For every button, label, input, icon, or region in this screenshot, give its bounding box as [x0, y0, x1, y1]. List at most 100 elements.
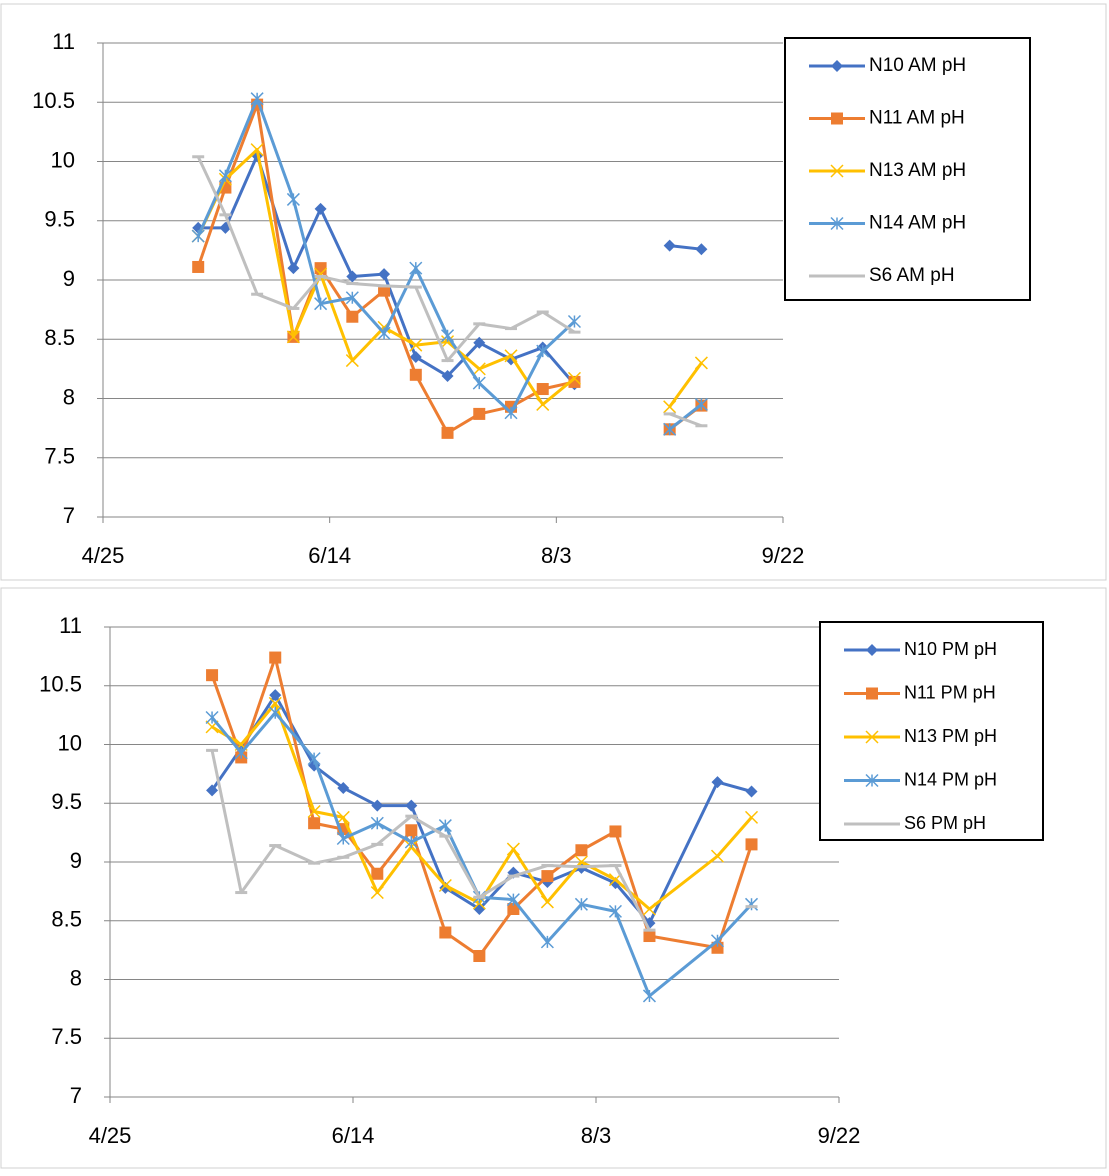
marker: [536, 344, 550, 358]
x-tick-label: 4/25: [89, 1123, 132, 1148]
x-tick-label: 9/22: [762, 543, 805, 568]
marker: [441, 329, 455, 343]
x-tick-label: 6/14: [308, 543, 351, 568]
marker: [405, 799, 418, 812]
y-tick-label: 11: [52, 29, 75, 54]
marker: [377, 326, 391, 340]
legend-label: N14 AM pH: [869, 213, 966, 234]
marker: [694, 397, 708, 411]
legend-label: N11 PM pH: [904, 682, 996, 702]
marker: [405, 824, 418, 837]
marker: [473, 336, 486, 349]
x-tick-label: 9/22: [818, 1123, 861, 1148]
y-tick-label: 8.5: [44, 325, 75, 350]
marker: [663, 400, 677, 414]
marker: [269, 689, 282, 702]
marker: [866, 644, 878, 656]
marker: [744, 897, 759, 911]
marker: [314, 297, 328, 311]
y-tick-label: 9.5: [51, 789, 82, 814]
y-tick-label: 11: [59, 613, 82, 638]
marker: [504, 349, 518, 363]
marker: [378, 268, 391, 281]
marker: [540, 895, 554, 909]
marker: [831, 60, 843, 72]
marker: [287, 262, 300, 275]
marker: [472, 362, 486, 376]
legend-label: N10 PM pH: [904, 639, 997, 659]
y-tick-label: 9: [70, 848, 82, 873]
y-tick-label: 9: [63, 266, 75, 291]
marker: [504, 406, 518, 420]
marker: [710, 849, 725, 863]
legend-label: N10 AM pH: [869, 55, 966, 76]
marker: [609, 825, 622, 838]
marker: [745, 785, 758, 798]
marker: [540, 935, 554, 949]
marker: [370, 816, 384, 830]
marker: [307, 804, 321, 819]
marker: [336, 831, 350, 846]
marker: [643, 930, 656, 943]
marker: [307, 752, 321, 766]
marker: [441, 426, 454, 439]
marker: [268, 706, 282, 720]
legend-label: N11 AM pH: [869, 108, 965, 129]
marker: [250, 92, 264, 106]
marker: [438, 878, 452, 893]
marker: [472, 376, 486, 390]
y-tick-label: 7: [70, 1083, 82, 1108]
marker: [250, 143, 264, 157]
marker: [663, 422, 677, 436]
marker: [866, 687, 878, 700]
marker: [191, 229, 205, 243]
marker: [507, 903, 520, 915]
marker: [337, 781, 350, 794]
marker: [346, 270, 359, 283]
marker: [371, 867, 384, 880]
series-line: [210, 693, 752, 925]
marker: [439, 926, 452, 939]
marker: [346, 310, 359, 323]
marker: [409, 368, 422, 381]
marker: [268, 696, 282, 710]
marker: [694, 356, 708, 370]
marker: [710, 934, 725, 948]
marker: [663, 239, 676, 252]
marker: [441, 369, 454, 382]
legend-box: [819, 621, 1044, 841]
marker: [609, 877, 622, 890]
marker: [404, 835, 418, 849]
marker: [438, 819, 452, 833]
marker: [370, 886, 384, 900]
marker: [345, 354, 359, 368]
y-tick-label: 7.5: [51, 1024, 82, 1049]
marker: [744, 810, 759, 824]
marker: [506, 842, 520, 856]
y-tick-label: 7.5: [44, 444, 75, 469]
y-tick-label: 9.5: [44, 207, 75, 232]
y-tick-label: 8: [63, 384, 75, 409]
y-tick-label: 10.5: [32, 88, 75, 113]
y-tick-label: 10.5: [39, 672, 82, 697]
marker: [205, 710, 219, 725]
marker: [642, 989, 656, 1003]
marker: [336, 810, 350, 824]
marker: [830, 164, 844, 178]
marker: [745, 838, 758, 851]
marker: [409, 338, 423, 352]
x-tick-label: 6/14: [332, 1123, 375, 1148]
marker: [506, 893, 520, 907]
marker: [206, 784, 219, 797]
marker: [473, 950, 486, 962]
series-line: [210, 656, 753, 958]
marker: [308, 817, 321, 830]
series-line: [210, 711, 753, 998]
y-tick-label: 10: [51, 147, 75, 172]
marker: [536, 383, 549, 396]
series-line: [211, 701, 753, 911]
legend-label: S6 PM pH: [904, 813, 986, 833]
x-tick-label: 8/3: [581, 1123, 612, 1148]
marker: [409, 261, 423, 275]
marker: [269, 651, 282, 664]
